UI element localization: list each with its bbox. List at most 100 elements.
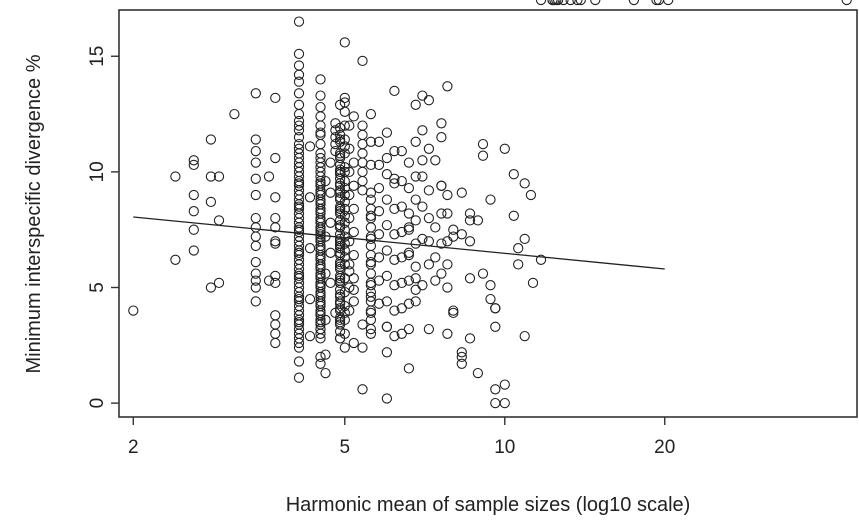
data-point: [442, 328, 453, 339]
data-point: [304, 293, 316, 305]
data-point: [417, 90, 428, 101]
data-point: [205, 282, 217, 293]
data-point: [315, 101, 326, 113]
data-point: [315, 358, 326, 369]
data-point: [293, 293, 305, 305]
data-point: [293, 372, 305, 383]
data-point: [315, 328, 326, 339]
data-point: [365, 108, 377, 120]
data-point: [315, 323, 326, 335]
data-point: [250, 173, 261, 184]
data-point: [213, 277, 225, 289]
data-point: [389, 173, 400, 184]
data-point: [325, 277, 336, 289]
data-point: [365, 187, 377, 198]
data-point: [293, 76, 305, 87]
data-point: [365, 136, 377, 147]
data-point: [373, 275, 385, 286]
data-point: [250, 145, 261, 157]
data-point: [270, 270, 281, 282]
data-point: [464, 333, 476, 344]
data-point: [508, 210, 519, 221]
data-point: [344, 259, 355, 270]
data-point: [250, 189, 261, 201]
data-point: [325, 247, 336, 258]
data-point: [334, 134, 346, 145]
data-point: [403, 323, 415, 335]
data-point: [456, 351, 467, 363]
data-point: [499, 379, 510, 390]
data-point: [365, 210, 377, 221]
data-point: [365, 328, 377, 339]
data-point: [293, 247, 305, 258]
data-point: [315, 215, 326, 226]
data-point: [389, 254, 400, 265]
data-point: [263, 171, 275, 182]
data-point: [365, 323, 377, 335]
data-point: [410, 136, 421, 147]
data-point: [472, 367, 484, 379]
data-point: [188, 159, 199, 171]
regression-line: [133, 216, 665, 270]
data-point: [315, 206, 326, 217]
data-point: [396, 226, 407, 238]
data-point: [357, 175, 368, 187]
data-point: [320, 367, 331, 379]
data-point: [442, 208, 453, 219]
data-point: [464, 215, 476, 226]
data-point: [263, 275, 275, 286]
data-point: [403, 222, 415, 233]
data-point: [519, 178, 530, 189]
data-point: [477, 268, 489, 279]
data-point: [448, 307, 459, 319]
data-point: [304, 330, 316, 342]
data-point: [389, 85, 400, 97]
data-point: [365, 307, 377, 319]
data-point: [339, 37, 350, 48]
data-point: [373, 182, 385, 194]
data-point: [270, 192, 281, 203]
data-point: [442, 81, 453, 92]
data-point: [270, 92, 281, 104]
data-point: [357, 185, 368, 196]
data-point: [396, 252, 407, 263]
data-point: [381, 393, 393, 404]
data-point: [527, 277, 539, 289]
data-point: [339, 92, 350, 104]
data-point: [552, 0, 564, 6]
data-point: [448, 224, 459, 235]
data-point: [293, 120, 305, 131]
data-point: [250, 275, 261, 286]
data-point: [339, 166, 350, 178]
data-point: [381, 127, 393, 138]
x-axis: 2 5 10 20: [128, 417, 675, 458]
data-point: [250, 222, 261, 233]
data-point: [403, 208, 415, 219]
data-point: [430, 275, 441, 286]
data-point: [250, 296, 261, 307]
data-point: [389, 145, 400, 157]
data-point: [365, 291, 377, 302]
data-point: [442, 236, 453, 247]
data-point: [315, 196, 326, 208]
x-tick-label: 5: [339, 437, 350, 458]
data-point: [403, 363, 415, 374]
data-point: [436, 118, 447, 129]
data-point: [320, 349, 331, 360]
data-point: [456, 358, 467, 369]
data-point: [270, 319, 281, 330]
data-point: [423, 95, 435, 106]
data-point: [320, 175, 331, 187]
data-point: [403, 275, 415, 286]
data-point: [365, 305, 377, 316]
data-point: [365, 259, 377, 270]
data-point: [365, 212, 377, 224]
data-point: [490, 397, 501, 409]
data-point: [170, 171, 181, 182]
data-point: [442, 189, 453, 201]
data-point: [339, 134, 350, 145]
data-point: [304, 243, 316, 254]
data-point: [250, 268, 261, 279]
data-point: [315, 289, 326, 300]
data-point: [293, 88, 305, 99]
